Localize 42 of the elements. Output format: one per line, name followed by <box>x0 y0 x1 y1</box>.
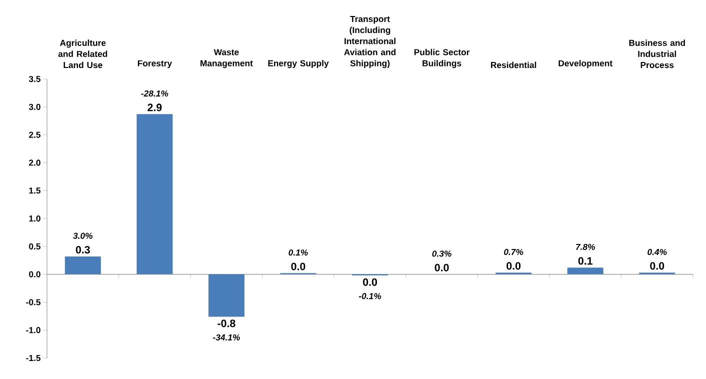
data-label: 0.0 <box>434 264 449 272</box>
y-tick-label: -0.5 <box>26 299 40 306</box>
x-tick-label: Development <box>558 60 612 68</box>
y-tick-label: 1.0 <box>29 215 40 222</box>
x-tick-label: Transport (Including International Aviation and Shipping) <box>344 16 396 68</box>
x-tick-label: Waste Management <box>200 49 253 68</box>
x-tick-label: Residential <box>491 62 536 68</box>
data-label: -0.8 <box>218 320 236 328</box>
annotation: 7.8% <box>576 244 595 250</box>
x-tick-label: Energy Supply <box>268 60 329 68</box>
bar <box>208 274 244 317</box>
annotation: 0.7% <box>504 248 524 256</box>
annotation: 0.3% <box>432 250 452 257</box>
annotation: -34.1% <box>212 334 240 340</box>
x-tick-label: Forestry <box>138 60 172 68</box>
y-tick-label: 3.5 <box>28 76 40 82</box>
annotation: -0.1% <box>358 293 382 300</box>
bar <box>64 256 101 274</box>
x-tick-label: Public Sector Buildings <box>414 48 470 68</box>
annotation: -28.1% <box>141 90 168 97</box>
y-tick-label: 0.0 <box>29 271 40 278</box>
data-label: 0.0 <box>363 278 377 286</box>
y-tick-label: 0.5 <box>29 243 40 250</box>
y-tick-label: -1.5 <box>26 354 40 362</box>
data-label: 0.0 <box>291 262 306 270</box>
x-tick-label: Business and Industrial Process <box>629 40 685 68</box>
y-tick-label: -1.0 <box>26 327 40 334</box>
bar <box>136 114 173 274</box>
annotation: 0.1% <box>288 249 308 256</box>
y-tick-label: 2.5 <box>28 132 40 138</box>
y-tick-label: 1.5 <box>29 188 40 194</box>
y-tick-label: 3.0 <box>28 104 40 110</box>
data-label: 0.3 <box>76 246 90 254</box>
data-label: 0.0 <box>650 262 664 270</box>
data-label: 0.0 <box>506 262 521 270</box>
y-tick-label: 2.0 <box>28 160 40 166</box>
bar <box>567 268 604 274</box>
annotation: 0.4% <box>648 248 667 256</box>
data-label: 2.9 <box>148 104 162 112</box>
annotation: 3.0% <box>73 232 93 239</box>
x-tick-label: Agriculture and Related Land Use <box>58 40 108 68</box>
data-label: 0.1 <box>578 257 592 265</box>
